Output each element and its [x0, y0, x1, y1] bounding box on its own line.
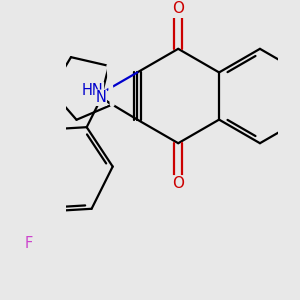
Text: HN: HN [82, 82, 104, 98]
Text: O: O [172, 1, 184, 16]
Text: F: F [25, 236, 33, 251]
Text: O: O [172, 176, 184, 191]
Text: N: N [95, 90, 106, 105]
